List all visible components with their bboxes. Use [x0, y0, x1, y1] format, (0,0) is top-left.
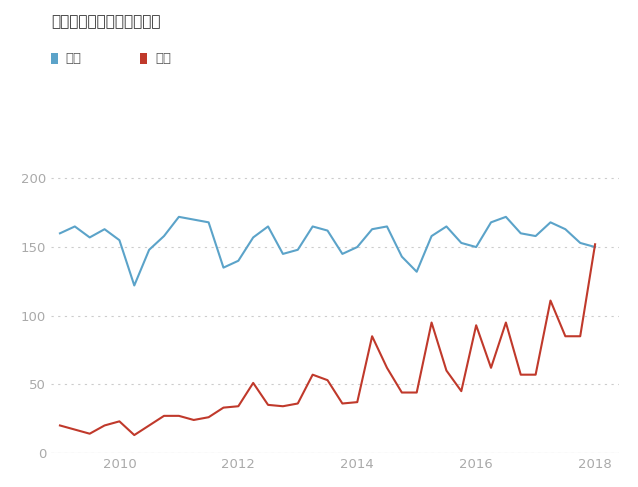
Text: 风电: 风电 [155, 52, 171, 65]
Text: 发电量（单位：亿千瓦时）: 发电量（单位：亿千瓦时） [51, 15, 161, 30]
Text: 核电: 核电 [66, 52, 82, 65]
